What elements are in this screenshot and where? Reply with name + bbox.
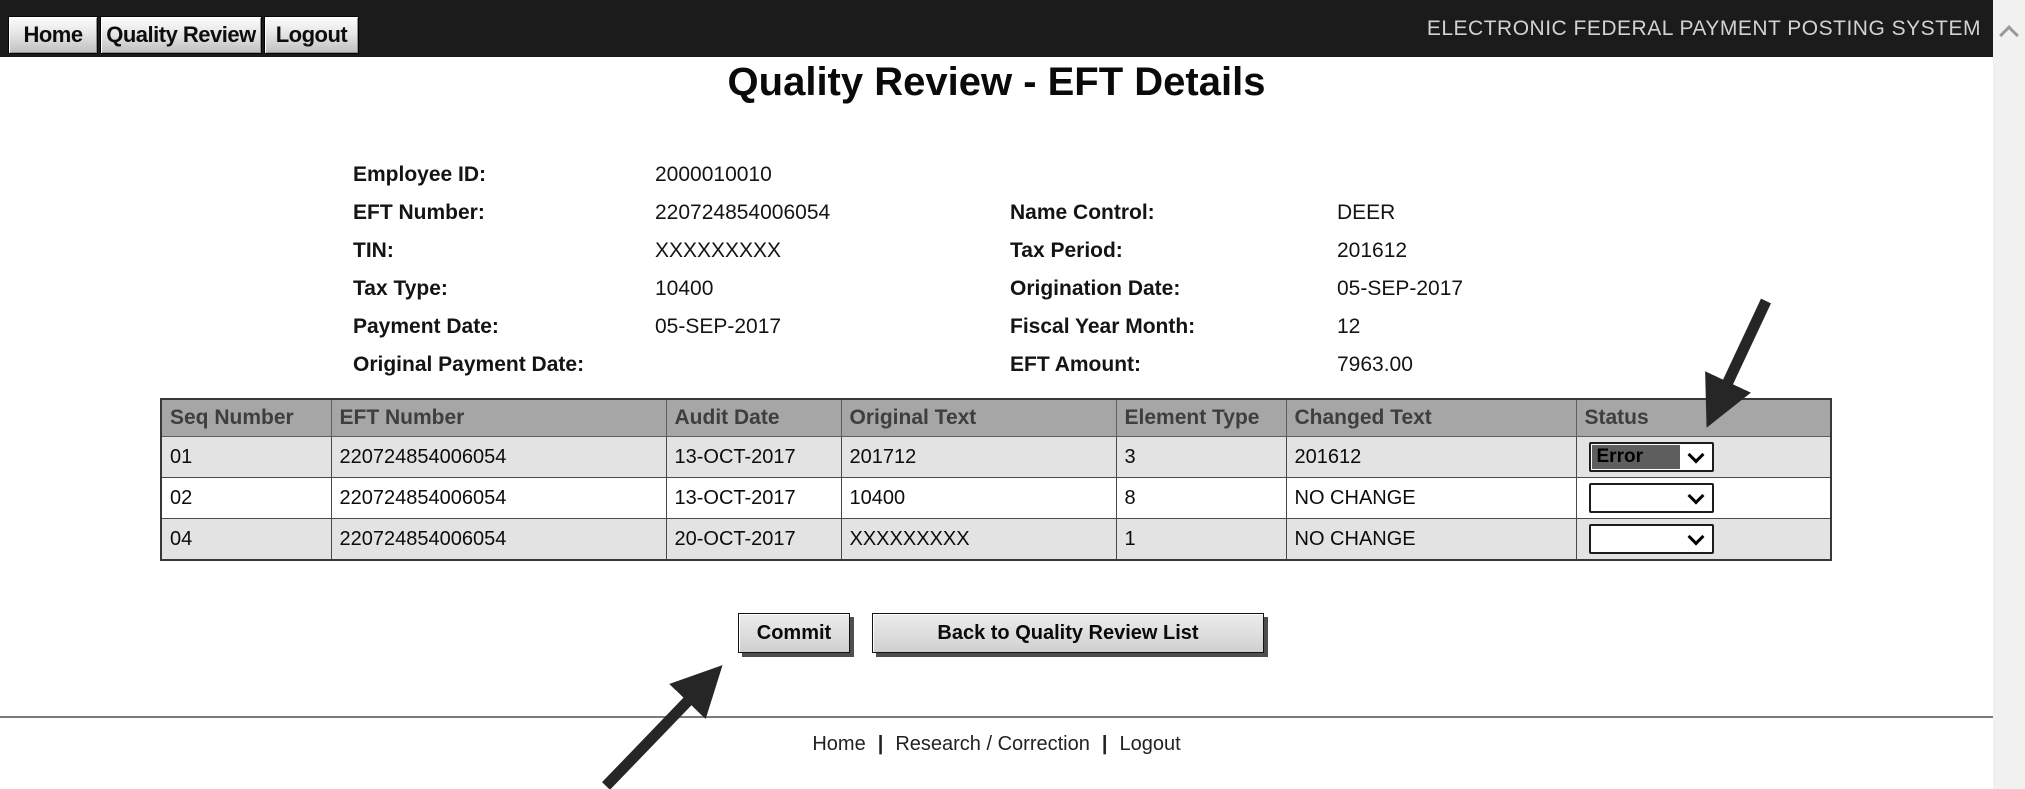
field-label: Fiscal Year Month: — [1010, 315, 1196, 338]
system-title: ELECTRONIC FEDERAL PAYMENT POSTING SYSTE… — [1426, 16, 1981, 40]
field-value: XXXXXXXXX — [655, 239, 782, 262]
status-select-row-2[interactable] — [1588, 483, 1714, 513]
detail-row-payment-date: Payment Date: 05-SEP-2017 — [353, 308, 781, 346]
field-value: 12 — [1337, 315, 1361, 338]
field-label: TIN: — [353, 239, 394, 262]
status-select-row-1[interactable]: Error — [1588, 442, 1714, 472]
status-selected-value — [1592, 527, 1680, 551]
detail-row-employee-id: Employee ID: 2000010010 — [353, 156, 772, 194]
cell-seq-number: 04 — [160, 518, 332, 561]
detail-row-name-control: Name Control: DEER — [1010, 194, 1395, 232]
footer-links: Home | Research / Correction | Logout — [0, 733, 1993, 756]
field-value: 05-SEP-2017 — [655, 315, 782, 338]
cell-changed-text: 201612 — [1285, 436, 1577, 478]
cell-element-type: 8 — [1115, 477, 1287, 519]
status-selected-value — [1592, 486, 1680, 510]
cell-audit-date: 20-OCT-2017 — [665, 518, 842, 561]
footer-separator: | — [1101, 733, 1108, 755]
cell-element-type: 1 — [1115, 518, 1287, 561]
detail-row-eft-number: EFT Number: 220724854006054 — [353, 194, 830, 232]
status-select-row-3[interactable] — [1588, 524, 1714, 554]
scrollbar-track[interactable] — [1993, 0, 2025, 789]
detail-row-fiscal-year-month: Fiscal Year Month: 12 — [1010, 308, 1360, 346]
audit-trail-table: Seq Number EFT Number Audit Date Origina… — [160, 398, 1832, 561]
cell-changed-text: NO CHANGE — [1285, 518, 1577, 561]
table-header-row: Seq Number EFT Number Audit Date Origina… — [160, 398, 1832, 437]
cell-seq-number: 01 — [160, 436, 332, 478]
top-nav-bar: Home Quality Review Logout ELECTRONIC FE… — [0, 0, 1993, 57]
chevron-down-icon — [1679, 485, 1712, 511]
arrow-to-commit-button — [602, 665, 723, 789]
cell-eft-number: 220724854006054 — [330, 518, 667, 561]
chevron-down-icon — [1679, 526, 1712, 552]
cell-audit-date: 13-OCT-2017 — [665, 436, 842, 478]
field-value: 201612 — [1337, 239, 1408, 262]
cell-original-text: 201712 — [840, 436, 1117, 478]
field-label: Payment Date: — [353, 315, 499, 338]
field-label: Origination Date: — [1010, 277, 1181, 300]
nav-logout-button[interactable]: Logout — [264, 16, 359, 54]
col-header-original-text: Original Text — [840, 398, 1117, 437]
field-label: Employee ID: — [353, 163, 487, 186]
cell-status — [1575, 477, 1832, 519]
page-title: Quality Review - EFT Details — [727, 60, 1266, 104]
field-label: Name Control: — [1010, 201, 1155, 224]
field-value: 2000010010 — [655, 163, 772, 186]
cell-original-text: XXXXXXXXX — [840, 518, 1117, 561]
table-row: 02 220724854006054 13-OCT-2017 10400 8 N… — [160, 477, 1832, 519]
col-header-status: Status — [1575, 398, 1832, 437]
field-label: EFT Amount: — [1010, 353, 1142, 376]
col-header-element-type: Element Type — [1115, 398, 1287, 437]
detail-row-original-payment-date: Original Payment Date: — [353, 346, 655, 384]
back-to-quality-review-list-button[interactable]: Back to Quality Review List — [872, 613, 1264, 653]
detail-row-tax-period: Tax Period: 201612 — [1010, 232, 1407, 270]
col-header-seq-number: Seq Number — [160, 398, 332, 437]
cell-status: Error — [1575, 436, 1832, 478]
detail-row-tax-type: Tax Type: 10400 — [353, 270, 713, 308]
footer-separator: | — [877, 733, 884, 755]
footer-divider — [0, 716, 1993, 718]
field-value: 220724854006054 — [655, 201, 831, 224]
cell-eft-number: 220724854006054 — [330, 477, 667, 519]
field-label: EFT Number: — [353, 201, 485, 224]
field-value: 10400 — [655, 277, 714, 300]
cell-original-text: 10400 — [840, 477, 1117, 519]
nav-home-button[interactable]: Home — [8, 16, 98, 54]
field-label: Original Payment Date: — [353, 353, 585, 376]
col-header-eft-number: EFT Number — [330, 398, 667, 437]
commit-button[interactable]: Commit — [738, 613, 850, 653]
chevron-up-icon[interactable] — [1999, 25, 2019, 45]
col-header-audit-date: Audit Date — [665, 398, 842, 437]
cell-seq-number: 02 — [160, 477, 332, 519]
cell-element-type: 3 — [1115, 436, 1287, 478]
field-value: 7963.00 — [1337, 353, 1413, 376]
cell-eft-number: 220724854006054 — [330, 436, 667, 478]
footer-link-research-correction[interactable]: Research / Correction — [895, 733, 1090, 755]
nav-quality-review-button[interactable]: Quality Review — [100, 16, 262, 54]
field-value: 05-SEP-2017 — [1337, 277, 1464, 300]
detail-row-tin: TIN: XXXXXXXXX — [353, 232, 781, 270]
table-row: 04 220724854006054 20-OCT-2017 XXXXXXXXX… — [160, 518, 1832, 561]
field-label: Tax Period: — [1010, 239, 1123, 262]
cell-changed-text: NO CHANGE — [1285, 477, 1577, 519]
detail-row-origination-date: Origination Date: 05-SEP-2017 — [1010, 270, 1463, 308]
detail-row-eft-amount: EFT Amount: 7963.00 — [1010, 346, 1413, 384]
cell-status — [1575, 518, 1832, 561]
cell-audit-date: 13-OCT-2017 — [665, 477, 842, 519]
footer-link-logout[interactable]: Logout — [1119, 733, 1181, 755]
status-selected-value: Error — [1591, 445, 1680, 469]
footer-link-home[interactable]: Home — [812, 733, 866, 755]
col-header-changed-text: Changed Text — [1285, 398, 1577, 437]
field-value: DEER — [1337, 201, 1396, 224]
chevron-down-icon — [1679, 444, 1712, 470]
field-label: Tax Type: — [353, 277, 448, 300]
table-row: 01 220724854006054 13-OCT-2017 201712 3 … — [160, 436, 1832, 478]
